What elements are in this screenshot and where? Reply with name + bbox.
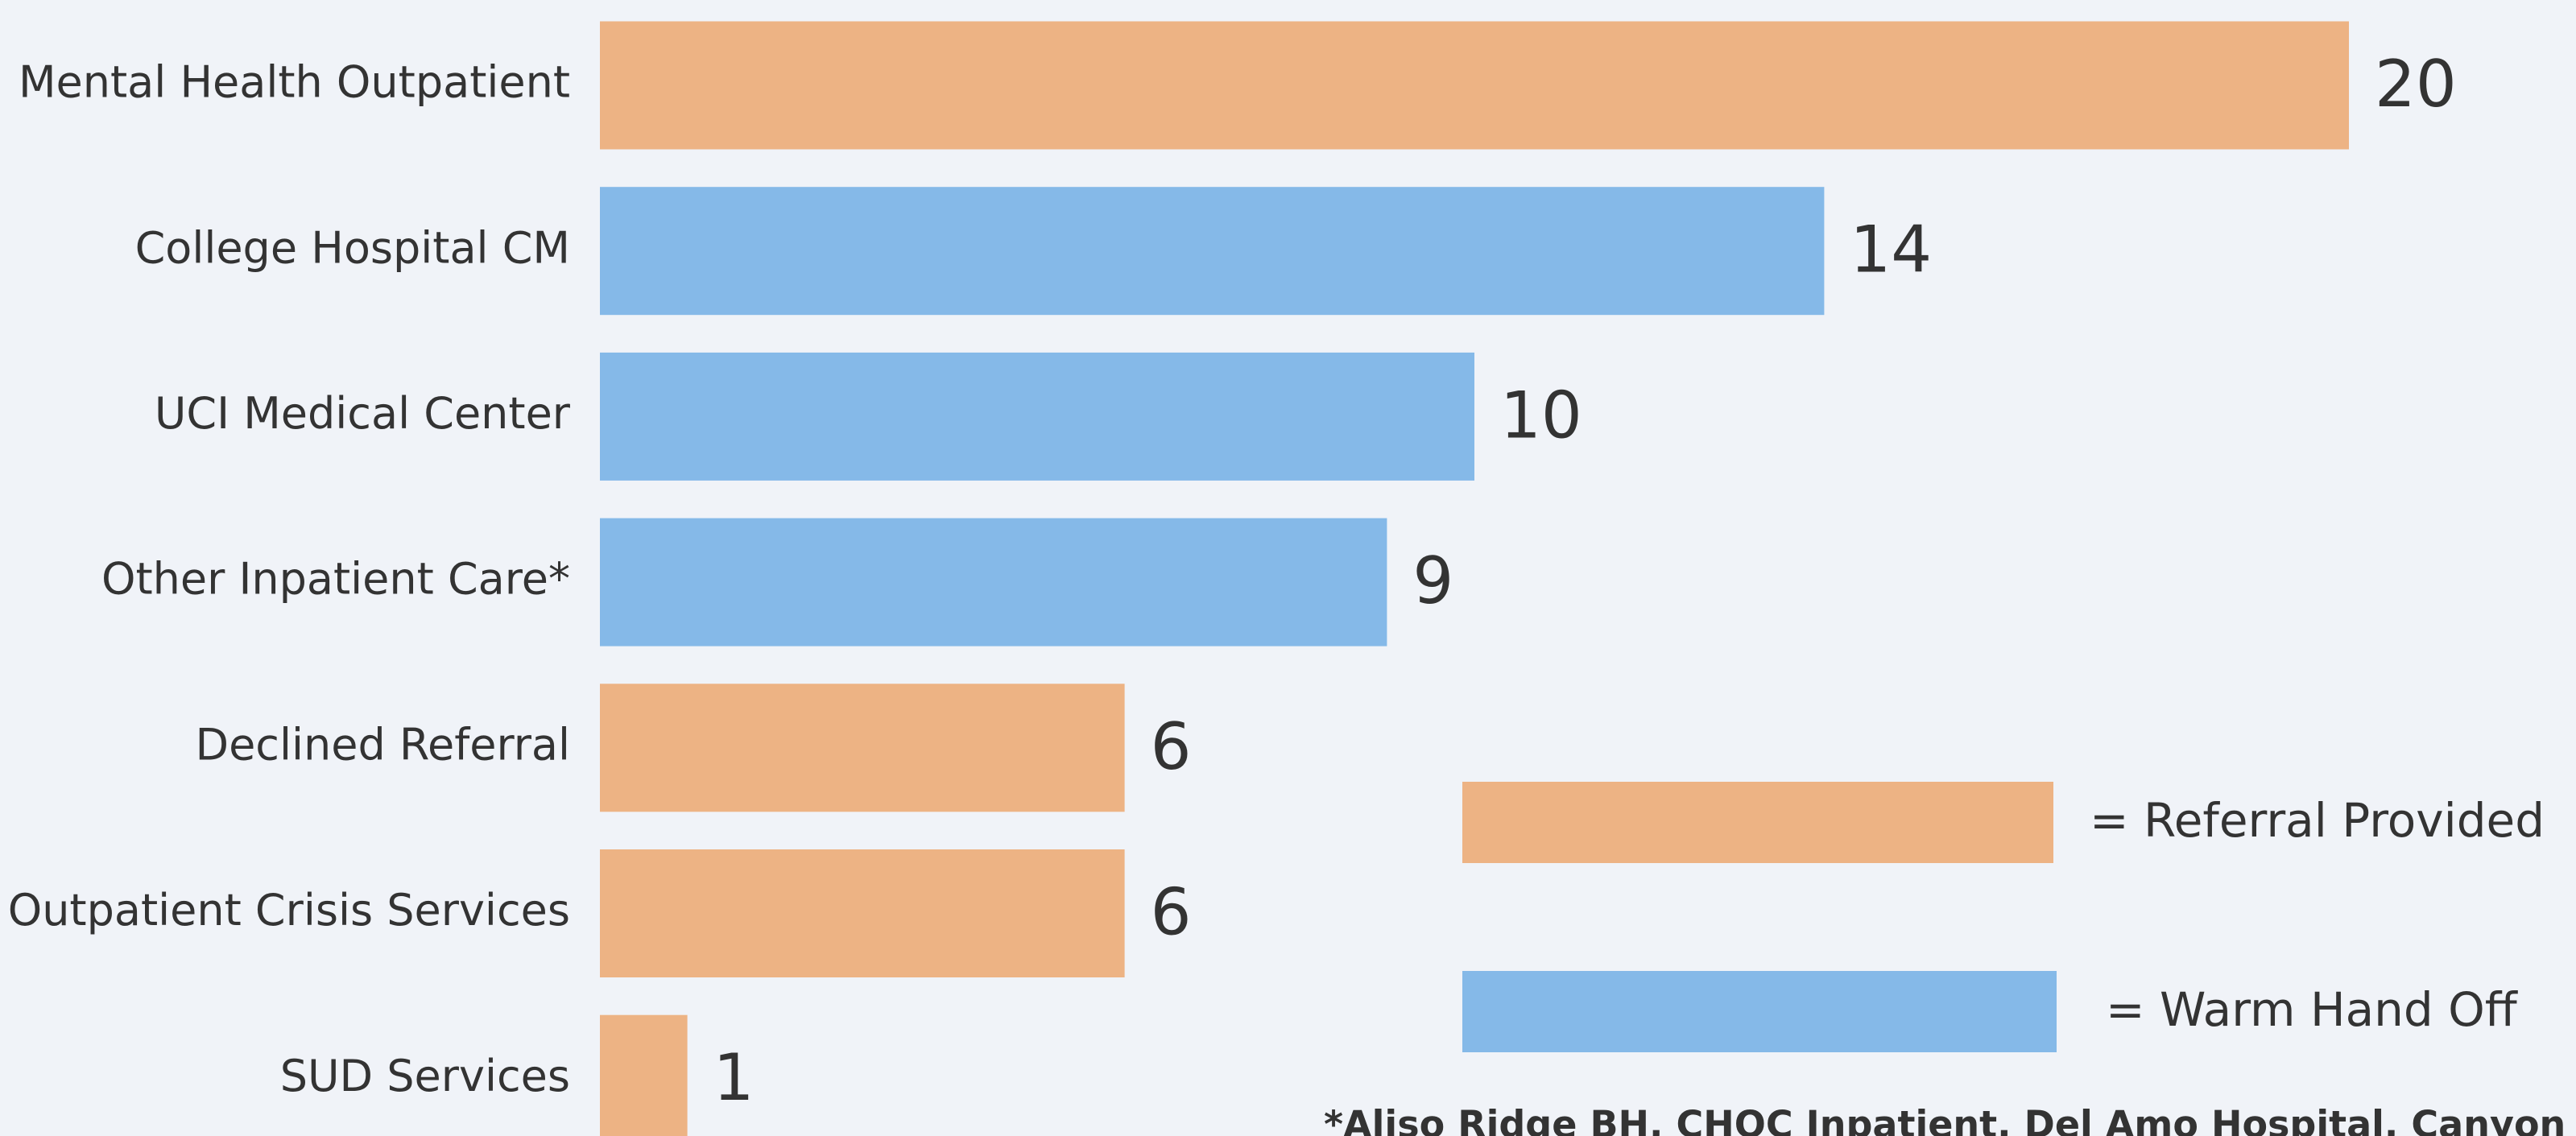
- legend-swatch: [1462, 971, 2057, 1052]
- bar: [600, 21, 2349, 150]
- bar: [600, 518, 1387, 646]
- bar: [600, 849, 1125, 977]
- legend-swatch: [1462, 782, 2053, 863]
- value-label: 20: [2375, 47, 2457, 122]
- bar: [600, 684, 1125, 812]
- category-label: UCI Medical Center: [155, 388, 571, 439]
- category-label: SUD Services: [280, 1051, 570, 1101]
- footnote: *Aliso Ridge BH, CHOC Inpatient, Del Amo…: [1324, 1103, 2576, 1136]
- value-label: 14: [1850, 213, 1932, 287]
- category-label: Declined Referral: [196, 719, 571, 770]
- category-label: Other Inpatient Care*: [101, 554, 570, 605]
- category-label: Mental Health Outpatient: [19, 57, 570, 108]
- value-label: 6: [1151, 874, 1192, 949]
- category-label: College Hospital CM: [135, 222, 570, 273]
- value-label: 1: [713, 1040, 755, 1115]
- value-label: 9: [1412, 543, 1453, 618]
- value-label: 10: [1500, 378, 1582, 452]
- legend-label: = Referral Provided: [2090, 793, 2545, 848]
- category-label: Outpatient Crisis Services: [8, 885, 570, 936]
- value-label: 6: [1151, 709, 1192, 784]
- legend-label: = Warm Hand Off: [2106, 982, 2519, 1037]
- bar: [600, 1014, 688, 1136]
- bar: [600, 187, 1825, 316]
- bar: [600, 352, 1474, 481]
